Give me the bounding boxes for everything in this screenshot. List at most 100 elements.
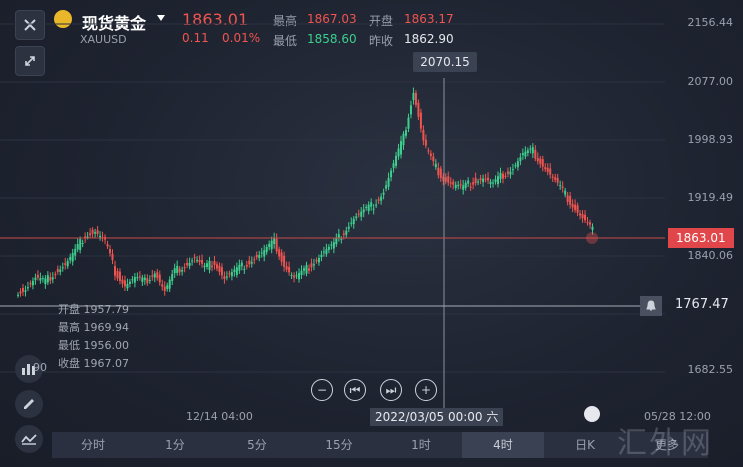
candle-body (494, 179, 497, 182)
alert-price-value: 1767.47 (675, 297, 729, 312)
candle-body (467, 180, 470, 184)
trend-icon (21, 434, 37, 445)
candle-body (412, 92, 415, 100)
candle-body (397, 148, 400, 157)
candle-body (414, 92, 417, 105)
candle-body (295, 275, 298, 277)
candle-body (395, 155, 398, 166)
zoom-in-icon: + (420, 383, 432, 397)
candle-body (17, 294, 19, 296)
candle-body (307, 268, 310, 271)
bell-icon (646, 300, 656, 311)
tab-daily[interactable]: 日K (575, 438, 595, 452)
high-value: 1867.03 (307, 12, 357, 26)
candle-body (499, 173, 502, 179)
candle-body (409, 105, 412, 115)
expand-button[interactable] (15, 46, 45, 76)
zoom-in-button[interactable]: + (415, 379, 437, 401)
candle-body (176, 265, 179, 273)
candle-body (355, 216, 358, 219)
scroll-first-button[interactable]: ⏮ (344, 379, 366, 401)
tab-1m[interactable]: 1分 (165, 438, 185, 452)
candle-body (447, 176, 450, 183)
candle-body (387, 177, 390, 187)
candle-body (26, 287, 29, 289)
candle-body (86, 236, 89, 238)
prev-close-value: 1862.90 (404, 32, 454, 46)
candle-body (322, 251, 325, 253)
crosshair-price-label: 2070.15 (413, 52, 477, 72)
candle-body (392, 163, 395, 168)
candle-body (514, 165, 517, 167)
candle-body (193, 257, 196, 259)
candle-body (419, 112, 422, 129)
chevron-down-icon[interactable] (157, 15, 165, 21)
candle-body (290, 274, 293, 276)
candle-body (519, 157, 522, 162)
crosshair-date-label: 2022/03/05 00:00 六 (370, 408, 504, 426)
candle-body (407, 117, 410, 129)
low-label: 最低 (273, 34, 298, 48)
candle-body (138, 276, 141, 278)
scroll-last-button[interactable]: ⏭ (380, 379, 402, 401)
tab-4h[interactable]: 4时 (462, 432, 544, 458)
y-tick-0: 2156.44 (687, 16, 734, 29)
tab-5m[interactable]: 5分 (247, 438, 267, 452)
tab-more[interactable]: 更多 (654, 438, 679, 452)
candle-body (275, 238, 278, 252)
candle-body (576, 205, 579, 213)
candle-body (400, 141, 403, 155)
close-button[interactable] (15, 10, 45, 40)
alert-bell-button[interactable] (640, 296, 662, 316)
candle-body (156, 272, 159, 278)
candle-body (516, 161, 519, 168)
candle-body (153, 273, 156, 278)
candle-body (293, 275, 296, 278)
candle-body (225, 276, 228, 278)
y-tick-3: 1919.49 (687, 191, 734, 204)
candle-body (298, 272, 301, 280)
candle-body (69, 256, 72, 261)
candle-body (24, 290, 27, 292)
candle-body (146, 278, 149, 284)
candle-body (589, 222, 592, 225)
prev-icon: ⏮ (349, 383, 361, 397)
tab-1h[interactable]: 1时 (411, 438, 431, 452)
candle-body (163, 286, 166, 292)
zoom-out-button[interactable]: − (311, 379, 333, 401)
candle-body (166, 285, 169, 290)
tab-15m[interactable]: 15分 (325, 438, 353, 452)
candle-body (61, 267, 64, 269)
candle-body (370, 202, 373, 207)
candle-body (362, 209, 365, 213)
candle-body (44, 278, 47, 285)
draw-button[interactable] (15, 390, 43, 418)
candle-body (566, 195, 569, 203)
record-icon[interactable] (584, 406, 600, 422)
candle-body (427, 150, 430, 152)
candle-body (84, 236, 87, 239)
candle-body (539, 158, 542, 164)
candle-body (173, 268, 176, 274)
candle-body (437, 167, 440, 176)
trend-button[interactable] (15, 425, 43, 453)
candle-body (41, 278, 44, 280)
indicator-button[interactable] (15, 355, 43, 383)
candle-body (335, 238, 338, 245)
tab-timeshare[interactable]: 分时 (80, 438, 105, 452)
candle-body (489, 181, 492, 184)
candle-body (429, 153, 432, 157)
candle-body (56, 268, 59, 272)
candle-body (574, 204, 577, 211)
candle-body (248, 260, 251, 265)
candle-body (148, 279, 151, 281)
candle-body (439, 168, 442, 178)
symbol-code: XAUUSD (80, 33, 127, 46)
candle-body (549, 168, 552, 175)
candle-body (591, 226, 594, 230)
candle-body (544, 167, 547, 170)
candle-body (350, 222, 353, 224)
candle-body (191, 260, 194, 262)
candle-body (49, 277, 52, 281)
